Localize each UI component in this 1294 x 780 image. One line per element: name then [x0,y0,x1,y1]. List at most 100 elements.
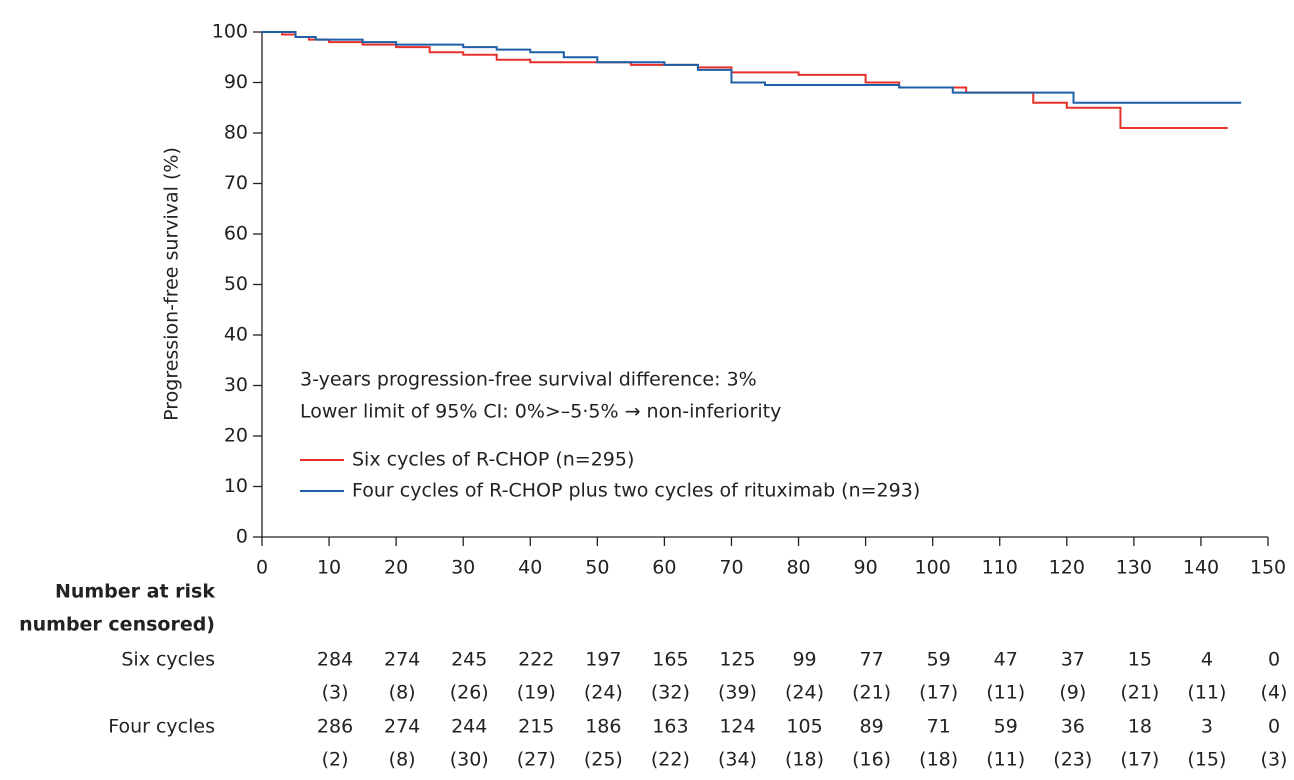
censored-value: (34) [718,749,757,771]
at-risk-value: 59 [927,649,951,671]
censored-value: (27) [517,749,556,771]
at-risk-value: 89 [860,716,884,738]
at-risk-value: 163 [652,716,688,738]
censored-value: (18) [919,749,958,771]
at-risk-value: 71 [927,716,951,738]
at-risk-value: 274 [384,716,420,738]
censored-value: (3) [1261,749,1288,771]
censored-value: (15) [1187,749,1226,771]
x-tick-label: 140 [1183,557,1219,579]
x-tick-label: 130 [1116,557,1152,579]
x-tick-label: 80 [786,557,810,579]
censored-value: (25) [584,749,623,771]
x-tick-label: 150 [1250,557,1286,579]
x-tick-label: 90 [854,557,878,579]
censored-value: (22) [651,749,690,771]
at-risk-value: 197 [585,649,621,671]
censored-value: (16) [852,749,891,771]
at-risk-value: 0 [1268,649,1280,671]
legend-label: Four cycles of R-CHOP plus two cycles of… [352,480,920,502]
annotation: 3-years progression-free survival differ… [300,369,757,391]
censored-value: (17) [919,682,958,704]
risk-table-subtitle: number censored) [19,614,215,636]
at-risk-value: 4 [1201,649,1213,671]
censored-value: (11) [986,682,1025,704]
at-risk-value: 286 [317,716,353,738]
at-risk-value: 47 [994,649,1018,671]
x-tick-label: 60 [652,557,676,579]
at-risk-value: 18 [1128,716,1152,738]
censored-value: (4) [1261,682,1288,704]
x-tick-label: 10 [317,557,341,579]
censored-value: (11) [1187,682,1226,704]
at-risk-value: 0 [1268,716,1280,738]
x-tick-label: 20 [384,557,408,579]
censored-value: (30) [450,749,489,771]
at-risk-value: 99 [792,649,816,671]
censored-value: (26) [450,682,489,704]
at-risk-value: 36 [1061,716,1085,738]
at-risk-value: 165 [652,649,688,671]
censored-value: (21) [1120,682,1159,704]
x-tick-label: 70 [719,557,743,579]
survival-curve [262,31,1228,129]
x-tick-label: 110 [982,557,1018,579]
at-risk-value: 274 [384,649,420,671]
censored-value: (21) [852,682,891,704]
at-risk-value: 284 [317,649,353,671]
at-risk-value: 77 [860,649,884,671]
at-risk-value: 37 [1061,649,1085,671]
at-risk-value: 215 [518,716,554,738]
censored-value: (11) [986,749,1025,771]
legend-label: Six cycles of R-CHOP (n=295) [352,449,634,471]
censored-value: (39) [718,682,757,704]
x-tick-label: 30 [451,557,475,579]
at-risk-value: 105 [786,716,822,738]
censored-value: (24) [785,682,824,704]
censored-value: (32) [651,682,690,704]
censored-value: (2) [322,749,349,771]
y-tick-label: 80 [224,122,248,144]
censored-value: (8) [389,749,416,771]
risk-row-label: Six cycles [121,649,215,671]
y-tick-label: 40 [224,324,248,346]
censored-value: (19) [517,682,556,704]
y-axis-label: Progression-free survival (%) [161,147,183,421]
x-tick-label: 120 [1049,557,1085,579]
at-risk-value: 244 [451,716,487,738]
censored-value: (24) [584,682,623,704]
at-risk-value: 245 [451,649,487,671]
censored-value: (18) [785,749,824,771]
risk-table-title: Number at risk [55,581,215,603]
y-tick-label: 90 [224,71,248,93]
at-risk-value: 15 [1128,649,1152,671]
censored-value: (23) [1053,749,1092,771]
y-tick-label: 70 [224,172,248,194]
y-tick-label: 20 [224,425,248,447]
x-tick-label: 40 [518,557,542,579]
censored-value: (3) [322,682,349,704]
at-risk-value: 3 [1201,716,1213,738]
x-tick-label: 50 [585,557,609,579]
censored-value: (8) [389,682,416,704]
at-risk-value: 59 [994,716,1018,738]
x-tick-label: 100 [915,557,951,579]
y-tick-label: 30 [224,374,248,396]
at-risk-value: 222 [518,649,554,671]
y-tick-label: 0 [236,526,248,548]
x-tick-label: 0 [256,557,268,579]
censored-value: (17) [1120,749,1159,771]
y-tick-label: 100 [212,21,248,43]
censored-value: (9) [1059,682,1086,704]
y-tick-label: 50 [224,273,248,295]
at-risk-value: 124 [719,716,755,738]
at-risk-value: 186 [585,716,621,738]
y-tick-label: 60 [224,223,248,245]
at-risk-value: 125 [719,649,755,671]
risk-row-label: Four cycles [108,716,215,738]
survival-curve [262,31,1242,104]
annotation: Lower limit of 95% CI: 0%>–5·5% → non-in… [300,401,781,423]
y-tick-label: 10 [224,475,248,497]
